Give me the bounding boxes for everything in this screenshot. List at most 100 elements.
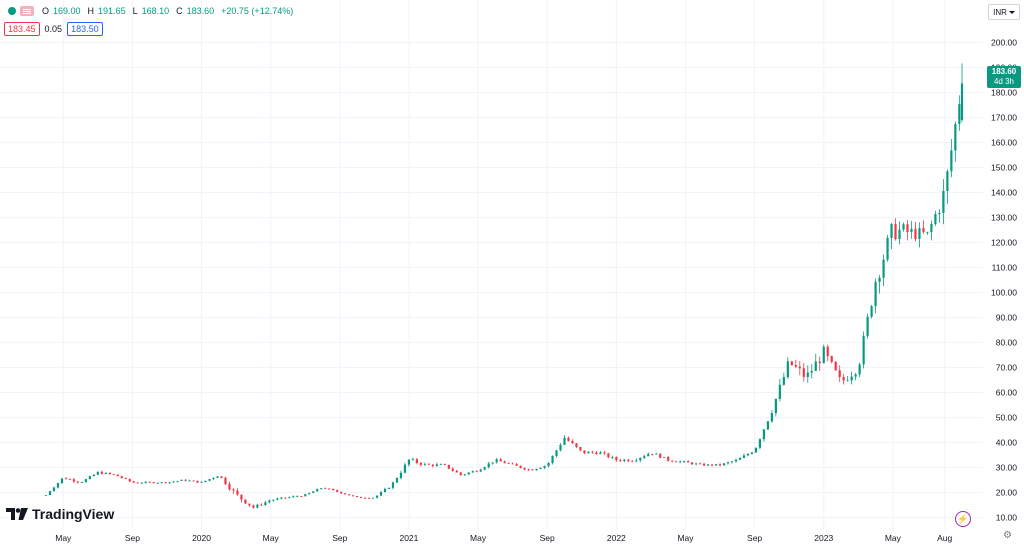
candle-body: [451, 468, 454, 471]
candle-body: [268, 500, 271, 503]
candle: [958, 95, 961, 131]
candle-body: [220, 476, 223, 478]
candle-body: [236, 490, 239, 495]
candle-body: [766, 421, 769, 430]
candle: [383, 487, 387, 493]
candle-body: [68, 479, 72, 480]
candle-body: [264, 502, 267, 505]
candle-body: [667, 457, 670, 461]
candle: [108, 472, 111, 475]
candle: [348, 494, 351, 496]
candle-body: [762, 429, 766, 440]
candle-body: [595, 452, 598, 454]
candle: [679, 460, 682, 464]
candle: [623, 459, 626, 463]
candle: [523, 467, 526, 471]
candle-body: [639, 457, 642, 461]
candle-body: [798, 366, 801, 369]
candle: [635, 458, 638, 463]
candle: [702, 462, 706, 466]
bar-countdown: 4d 3h: [993, 77, 1015, 86]
candle: [730, 460, 734, 464]
candle: [296, 495, 299, 498]
candle: [870, 304, 873, 319]
candle-body: [419, 462, 423, 465]
low-value: 168.10: [141, 6, 170, 16]
candle-body: [244, 499, 247, 504]
candle-body: [934, 214, 937, 225]
candle: [850, 371, 853, 385]
candle: [886, 234, 889, 262]
symbol-menu-icon[interactable]: [20, 6, 34, 16]
candle: [411, 457, 415, 461]
candle-body: [846, 380, 849, 382]
candle: [531, 468, 534, 471]
candle: [391, 481, 395, 490]
candle: [710, 464, 714, 467]
market-status-icon[interactable]: [8, 7, 16, 15]
candle: [232, 488, 235, 494]
candle: [551, 455, 554, 465]
candle: [300, 495, 303, 498]
candle-body: [746, 453, 750, 456]
candle: [268, 499, 271, 504]
candle: [698, 462, 702, 465]
candle-body: [328, 488, 331, 490]
candle-body: [316, 489, 319, 492]
ask-button[interactable]: 183.50: [67, 22, 103, 36]
candle-body: [276, 498, 279, 500]
time-axis[interactable]: May Sep 2020 May Sep 2021 May Sep 2022 May Sep 2023…: [55, 533, 952, 543]
candle-body: [702, 463, 706, 466]
bid-button[interactable]: 183.45: [4, 22, 40, 36]
candle: [260, 503, 263, 507]
lightning-icon[interactable]: ⚡: [955, 511, 971, 527]
candle-body: [112, 474, 115, 475]
candle-body: [443, 464, 446, 465]
candle-body: [340, 491, 343, 494]
candle: [706, 464, 710, 467]
candle: [491, 462, 494, 465]
candle-body: [559, 444, 562, 451]
candle-body: [176, 481, 179, 482]
candle: [128, 478, 131, 483]
candle: [96, 471, 99, 476]
candle-body: [204, 480, 207, 483]
candle-body: [834, 361, 837, 371]
candle-body: [387, 487, 391, 489]
candle-body: [136, 482, 139, 484]
price-tick-label: 140.00: [991, 188, 1017, 198]
candle-body: [611, 457, 614, 458]
candle: [367, 497, 371, 499]
candle-body: [72, 479, 76, 482]
candle: [790, 360, 793, 367]
price-axis[interactable]: 200.00190.00180.00170.00160.00150.00140.…: [991, 38, 1017, 523]
candle-body: [826, 346, 829, 357]
time-tick-label: May: [470, 533, 487, 543]
candle: [475, 470, 478, 473]
gear-icon[interactable]: ⚙: [1003, 530, 1012, 541]
candle: [407, 459, 411, 467]
candle-body: [790, 361, 793, 366]
candle-body: [571, 440, 574, 444]
candle: [204, 480, 207, 483]
candle-body: [603, 452, 606, 454]
candle-body: [483, 467, 486, 470]
tradingview-logo[interactable]: TradingView: [6, 506, 114, 522]
candle-body: [355, 496, 359, 498]
candle: [64, 477, 68, 480]
time-tick-label: 2023: [814, 533, 833, 543]
candle-body: [479, 469, 482, 472]
candle: [922, 220, 925, 234]
candle-body: [196, 480, 199, 483]
candle-body: [643, 456, 646, 458]
candle-body: [543, 465, 546, 468]
candle: [583, 450, 586, 455]
candle-body: [144, 481, 147, 483]
candle: [547, 462, 550, 468]
candle: [236, 488, 239, 496]
candle-body: [168, 482, 171, 484]
currency-button[interactable]: INR: [988, 4, 1020, 20]
candle: [527, 468, 530, 472]
candle: [579, 446, 582, 452]
